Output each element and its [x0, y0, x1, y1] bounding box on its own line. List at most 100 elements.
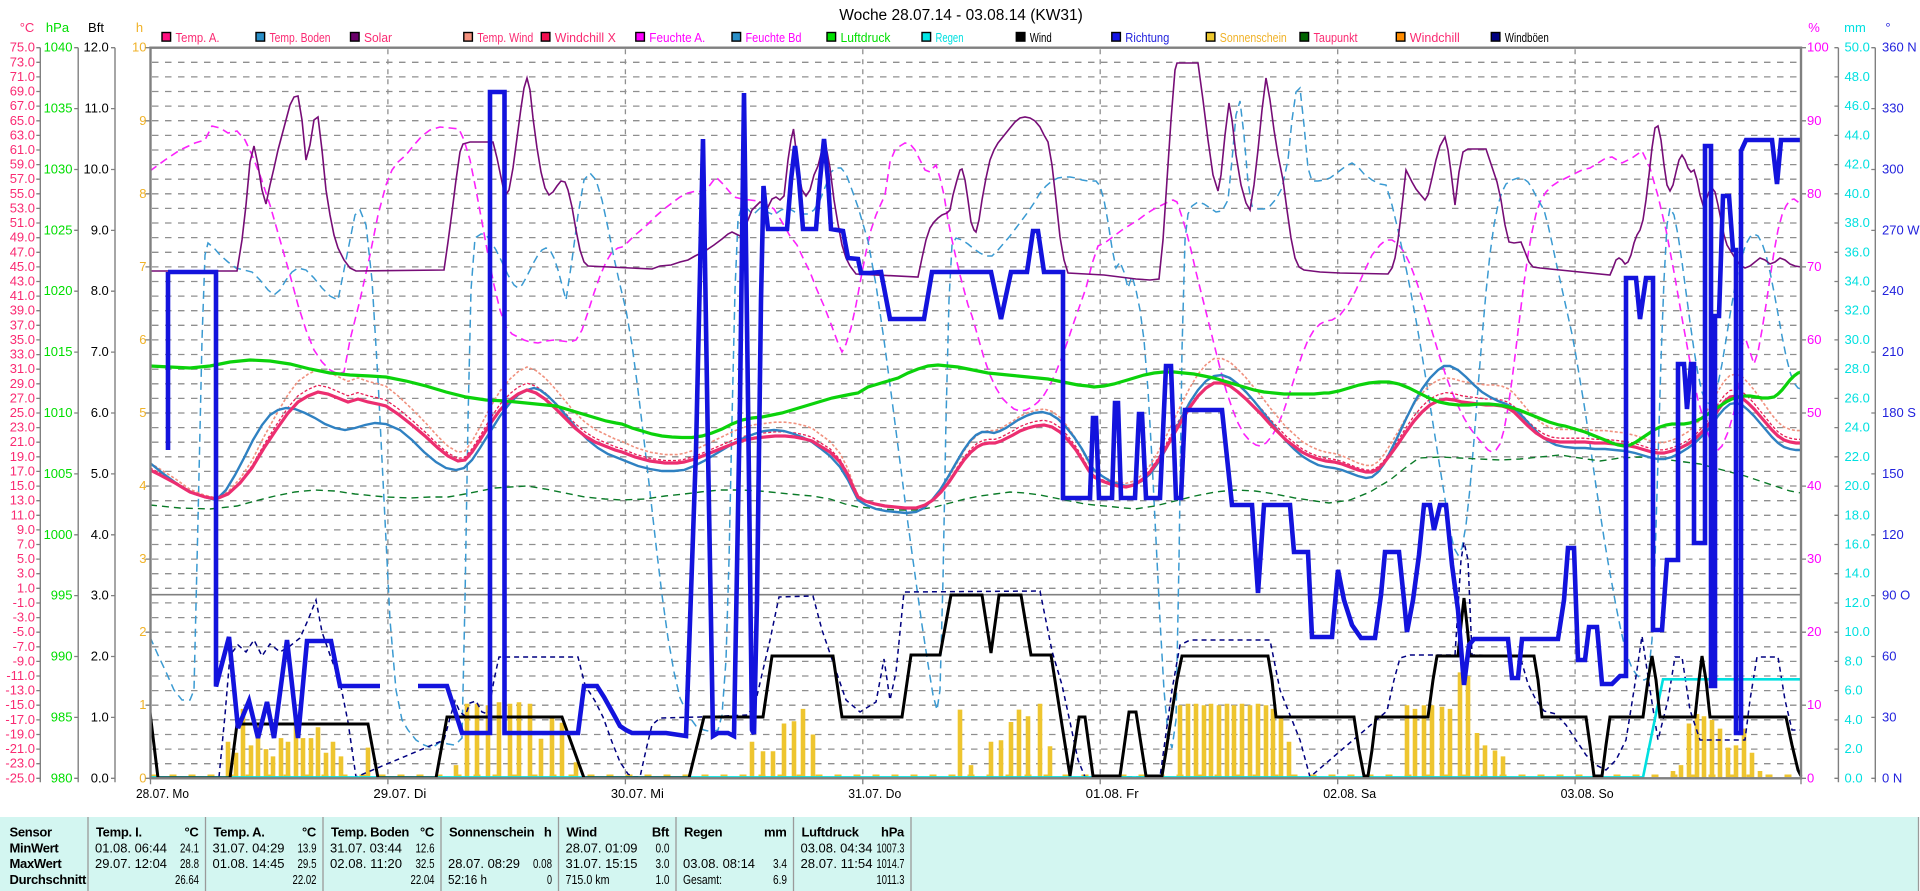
svg-text:980: 980	[51, 770, 73, 785]
svg-text:990: 990	[51, 649, 73, 664]
svg-text:715.0 km: 715.0 km	[566, 872, 610, 887]
svg-text:18.0: 18.0	[1845, 507, 1870, 522]
svg-text:03.08. So: 03.08. So	[1561, 786, 1614, 801]
svg-text:5: 5	[139, 405, 146, 420]
svg-text:61.0: 61.0	[10, 142, 35, 157]
svg-text:100: 100	[1807, 40, 1829, 55]
svg-text:01.08. 14:45: 01.08. 14:45	[213, 856, 285, 871]
svg-text:30.07. Mi: 30.07. Mi	[611, 786, 664, 801]
svg-text:47.0: 47.0	[10, 244, 35, 259]
svg-text:60: 60	[1882, 649, 1896, 664]
svg-text:30: 30	[1882, 709, 1896, 724]
svg-text:Temp. A.: Temp. A.	[214, 825, 265, 840]
svg-text:Windböen: Windböen	[1505, 30, 1549, 45]
svg-text:16.0: 16.0	[1845, 537, 1870, 552]
svg-text:330: 330	[1882, 101, 1904, 116]
svg-text:11.0: 11.0	[84, 101, 108, 116]
svg-text:9.0: 9.0	[91, 222, 109, 237]
svg-text:13.9: 13.9	[298, 840, 317, 855]
svg-text:Bft: Bft	[652, 825, 670, 840]
svg-text:Bft: Bft	[88, 20, 104, 35]
svg-text:1007.3: 1007.3	[877, 840, 905, 855]
svg-text:2.0: 2.0	[91, 649, 109, 664]
svg-text:Gesamt:: Gesamt:	[683, 872, 722, 887]
svg-text:Taupunkt: Taupunkt	[1314, 30, 1358, 45]
svg-text:28.07. 08:29: 28.07. 08:29	[448, 856, 520, 871]
svg-text:75.0: 75.0	[10, 40, 35, 55]
svg-text:36.0: 36.0	[1845, 244, 1870, 259]
svg-text:-19.0: -19.0	[5, 727, 35, 742]
svg-text:°C: °C	[302, 825, 317, 840]
svg-text:71.0: 71.0	[10, 69, 35, 84]
svg-text:55.0: 55.0	[10, 186, 35, 201]
svg-text:20.0: 20.0	[1845, 478, 1870, 493]
svg-text:6: 6	[139, 332, 146, 347]
svg-text:MinWert: MinWert	[10, 840, 60, 855]
svg-text:5.0: 5.0	[17, 551, 35, 566]
svg-text:Temp. Wind: Temp. Wind	[477, 30, 533, 45]
svg-text:2: 2	[139, 624, 146, 639]
svg-text:5.0: 5.0	[91, 466, 109, 481]
svg-text:32.0: 32.0	[1845, 303, 1870, 318]
svg-text:°C: °C	[20, 20, 35, 35]
svg-text:59.0: 59.0	[10, 157, 35, 172]
svg-text:Windchill: Windchill	[1410, 30, 1460, 45]
svg-text:°C: °C	[420, 825, 435, 840]
svg-text:90 O: 90 O	[1882, 588, 1910, 603]
svg-text:8: 8	[139, 186, 146, 201]
svg-text:2.0: 2.0	[1845, 741, 1863, 756]
svg-text:15.0: 15.0	[10, 478, 35, 493]
svg-text:°: °	[1885, 20, 1890, 35]
svg-text:Wind: Wind	[1030, 30, 1052, 45]
svg-text:29.0: 29.0	[10, 376, 35, 391]
svg-text:120: 120	[1882, 527, 1904, 542]
svg-text:3.0: 3.0	[17, 566, 35, 581]
svg-text:01.08. Fr: 01.08. Fr	[1086, 786, 1140, 801]
svg-text:44.0: 44.0	[1845, 127, 1870, 142]
svg-text:Wind: Wind	[567, 825, 598, 840]
svg-text:Regen: Regen	[936, 30, 964, 45]
svg-text:10.0: 10.0	[1845, 624, 1870, 639]
svg-text:3.4: 3.4	[773, 856, 787, 871]
svg-text:1.0: 1.0	[17, 580, 35, 595]
svg-text:32.5: 32.5	[416, 856, 435, 871]
svg-text:40.0: 40.0	[1845, 186, 1870, 201]
svg-text:Windchill X: Windchill X	[555, 30, 616, 45]
svg-text:65.0: 65.0	[10, 113, 35, 128]
svg-text:1.0: 1.0	[656, 872, 670, 887]
svg-text:53.0: 53.0	[10, 200, 35, 215]
svg-text:31.0: 31.0	[10, 361, 35, 376]
svg-text:10: 10	[1807, 697, 1821, 712]
svg-text:8.0: 8.0	[91, 283, 109, 298]
svg-text:-1.0: -1.0	[13, 595, 35, 610]
svg-text:49.0: 49.0	[10, 230, 35, 245]
svg-text:31.07. Do: 31.07. Do	[848, 786, 901, 801]
svg-text:90: 90	[1807, 113, 1821, 128]
svg-text:02.08. 11:20: 02.08. 11:20	[330, 856, 402, 871]
svg-text:1025: 1025	[44, 222, 73, 237]
svg-text:26.0: 26.0	[1845, 390, 1870, 405]
svg-text:300: 300	[1882, 162, 1904, 177]
svg-text:13.0: 13.0	[10, 493, 35, 508]
svg-text:19.0: 19.0	[10, 449, 35, 464]
svg-text:4.0: 4.0	[91, 527, 109, 542]
svg-text:12.6: 12.6	[416, 840, 435, 855]
svg-text:-11.0: -11.0	[6, 668, 35, 683]
svg-text:22.02: 22.02	[293, 872, 317, 887]
svg-text:0: 0	[139, 770, 146, 785]
svg-text:12.0: 12.0	[1845, 595, 1870, 610]
svg-text:38.0: 38.0	[1845, 215, 1870, 230]
svg-text:mm: mm	[764, 825, 787, 840]
svg-text:%: %	[1808, 20, 1820, 35]
svg-text:48.0: 48.0	[1845, 69, 1870, 84]
svg-text:4: 4	[139, 478, 146, 493]
svg-text:Regen: Regen	[684, 825, 723, 840]
svg-text:1010: 1010	[44, 405, 73, 420]
svg-text:1015: 1015	[44, 344, 73, 359]
svg-text:7.0: 7.0	[17, 537, 35, 552]
svg-text:70: 70	[1807, 259, 1821, 274]
svg-text:Temp. Boden: Temp. Boden	[331, 825, 409, 840]
svg-text:-3.0: -3.0	[13, 610, 35, 625]
svg-text:12.0: 12.0	[83, 40, 108, 55]
svg-text:22.0: 22.0	[1845, 449, 1870, 464]
